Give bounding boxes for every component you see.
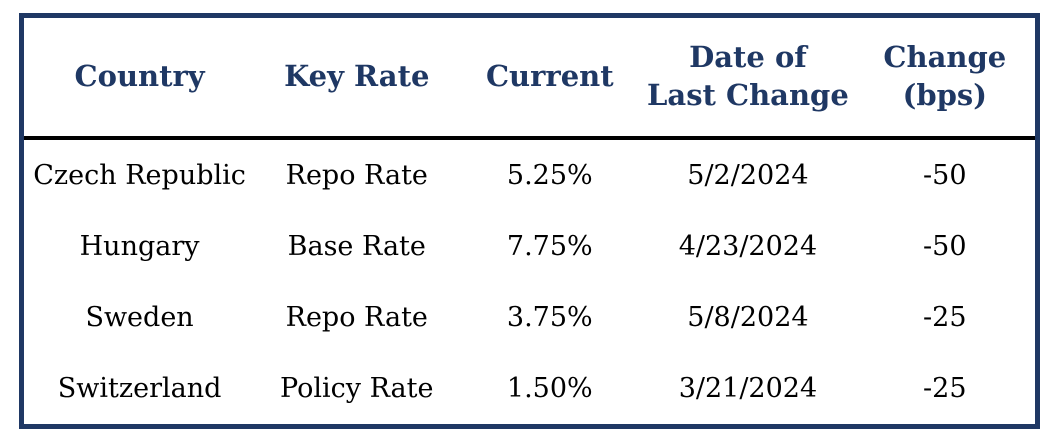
cell-country: Czech Republic xyxy=(33,160,246,191)
col-header-current-line1: Current xyxy=(485,59,614,94)
cell-change-bps: -50 xyxy=(923,231,967,262)
table-row: Czech Republic Repo Rate 5.25% 5/2/2024 … xyxy=(22,138,1038,211)
cell-key-rate: Policy Rate xyxy=(280,373,434,404)
cell-current: 5.25% xyxy=(506,160,593,191)
cell-country: Hungary xyxy=(79,231,200,262)
cell-change-bps: -25 xyxy=(923,302,967,333)
col-header-date-of-last-change: Date of Last Change xyxy=(641,15,855,140)
col-header-change-line1: Change xyxy=(883,40,1007,75)
col-header-change-line2: (bps) xyxy=(902,78,987,112)
cell-key-rate: Repo Rate xyxy=(285,302,428,333)
table-row: Sweden Repo Rate 3.75% 5/8/2024 -25 xyxy=(22,282,1038,353)
col-header-key-rate: Key Rate xyxy=(255,15,459,140)
cell-date-of-last-change: 5/8/2024 xyxy=(687,302,809,333)
cell-current: 3.75% xyxy=(506,302,593,333)
cell-key-rate: Base Rate xyxy=(287,231,426,262)
col-header-country-line1: Country xyxy=(74,59,205,94)
cell-change-bps: -25 xyxy=(923,373,967,404)
cell-change-bps: -50 xyxy=(923,160,967,191)
table-row: Switzerland Policy Rate 1.50% 3/21/2024 … xyxy=(22,353,1038,427)
col-header-date-line2: Last Change xyxy=(647,78,849,112)
table-row: Hungary Base Rate 7.75% 4/23/2024 -50 xyxy=(22,211,1038,282)
col-header-change-bps: Change (bps) xyxy=(854,15,1038,140)
col-header-date-line1: Date of xyxy=(689,40,807,75)
cell-date-of-last-change: 4/23/2024 xyxy=(678,231,818,262)
cell-date-of-last-change: 3/21/2024 xyxy=(678,373,818,404)
cell-country: Switzerland xyxy=(57,373,222,404)
cell-key-rate: Repo Rate xyxy=(285,160,428,191)
cell-current: 7.75% xyxy=(506,231,593,262)
rates-table: Country Key Rate Current Date of Last Ch… xyxy=(19,13,1040,429)
col-header-key-rate-line1: Key Rate xyxy=(284,59,430,94)
col-header-country: Country xyxy=(21,15,256,140)
cell-date-of-last-change: 5/2/2024 xyxy=(687,160,809,191)
col-header-current: Current xyxy=(458,15,642,140)
cell-country: Sweden xyxy=(85,302,194,333)
cell-current: 1.50% xyxy=(506,373,593,404)
table-header-row: Country Key Rate Current Date of Last Ch… xyxy=(21,15,1038,140)
